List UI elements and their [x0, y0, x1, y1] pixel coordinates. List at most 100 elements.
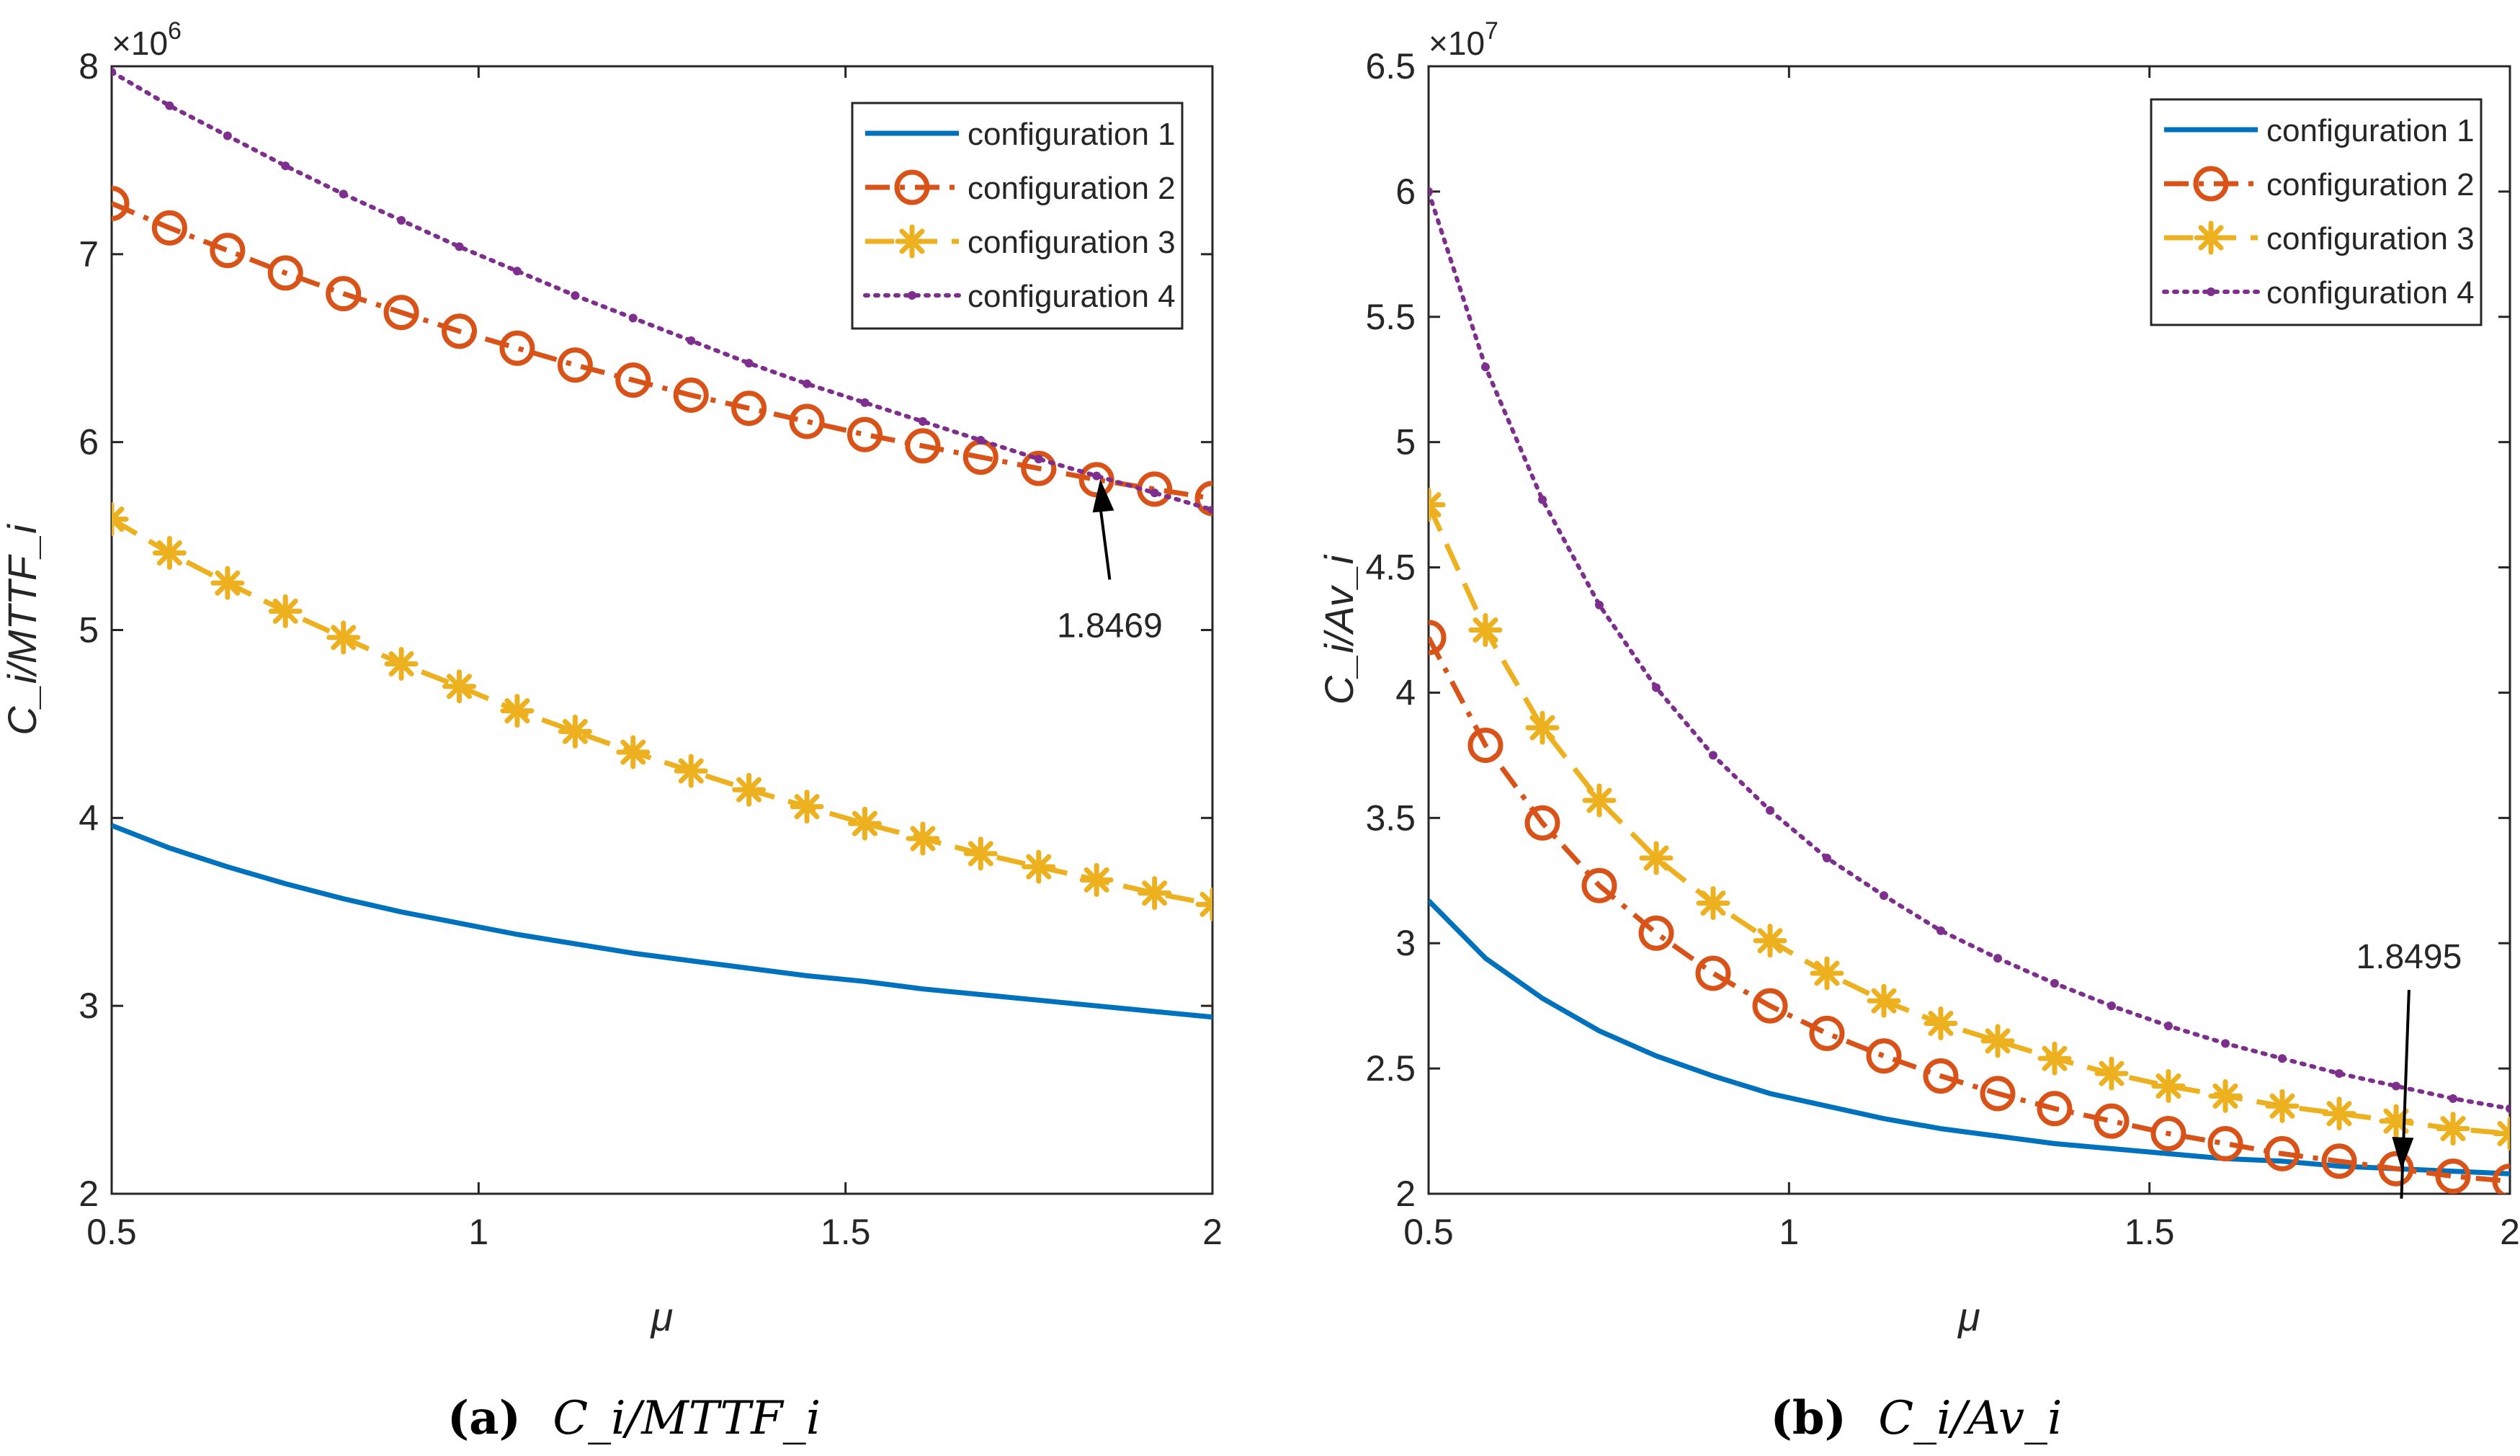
x-tick-label: 2 — [2500, 1212, 2520, 1252]
data-point — [1594, 600, 1604, 609]
legend-label: configuration 2 — [2266, 167, 2475, 202]
legend-marker — [908, 291, 916, 300]
x-axis-label: μ — [1957, 1294, 1980, 1339]
data-point — [963, 836, 998, 871]
series-line-2 — [1429, 636, 2510, 1184]
data-point — [112, 502, 129, 537]
data-point — [2208, 1078, 2243, 1113]
data-point — [326, 276, 362, 312]
data-point — [455, 242, 464, 251]
series-line-4 — [112, 69, 1212, 512]
data-point — [2379, 1104, 2413, 1138]
x-tick-label: 1 — [468, 1212, 488, 1252]
data-point — [210, 233, 246, 269]
data-point — [223, 131, 232, 140]
data-point — [2277, 1054, 2287, 1063]
data-point — [2151, 1068, 2186, 1103]
data-point — [906, 821, 940, 856]
legend-entry: configuration 1 — [2164, 113, 2475, 148]
data-point — [905, 428, 941, 464]
data-point — [731, 390, 767, 426]
data-point — [2321, 1143, 2357, 1179]
series-4 — [112, 67, 1212, 514]
data-point — [383, 295, 419, 331]
data-point — [1639, 841, 1674, 875]
data-point — [1429, 620, 1447, 656]
legend-label: configuration 3 — [968, 225, 1176, 260]
legend-marker — [2194, 220, 2228, 255]
data-point — [2107, 1001, 2117, 1011]
data-point — [2378, 1151, 2414, 1187]
panel-a-caption: (a) C_i/MTTF_i — [447, 1391, 821, 1445]
data-point — [790, 790, 824, 824]
x-tick-label: 0.5 — [1403, 1212, 1454, 1252]
data-point — [1524, 805, 1560, 841]
data-point — [2150, 1116, 2186, 1152]
annotation: 1.8469 — [1057, 479, 1163, 646]
annotation-label: 1.8495 — [2356, 938, 2462, 976]
y-tick-label: 4 — [1395, 672, 1416, 713]
data-point — [1753, 924, 1787, 958]
data-point — [1822, 853, 1831, 862]
panel-b-caption-math: C_i/Av_i — [1878, 1392, 2062, 1445]
data-point — [616, 735, 651, 769]
panel-a-caption-math: C_i/MTTF_i — [553, 1392, 821, 1445]
y-exponent-label: ×107 — [1429, 17, 1498, 62]
data-point — [1467, 727, 1503, 763]
data-point — [1936, 926, 1945, 935]
x-tick-label: 1.5 — [821, 1212, 871, 1252]
annotation-arrow-shaft — [1099, 504, 1112, 580]
data-point — [628, 313, 638, 323]
legend-marker — [2207, 287, 2215, 296]
series-line-4 — [1429, 189, 2510, 1111]
legend-entry: configuration 3 — [865, 224, 1176, 260]
legend-marker — [894, 169, 930, 205]
data-point — [732, 772, 767, 807]
y-tick-label: 6 — [1395, 171, 1416, 212]
series-2 — [112, 185, 1212, 517]
x-tick-label: 2 — [1202, 1212, 1223, 1252]
data-point — [112, 185, 130, 221]
data-point — [2264, 1135, 2300, 1171]
data-point — [1079, 862, 1114, 897]
y-tick-label: 5 — [79, 610, 99, 651]
panel-b-caption: (b) C_i/Av_i — [1771, 1391, 2063, 1445]
y-tick-label: 6.5 — [1365, 46, 1416, 86]
x-tick-label: 1.5 — [2124, 1212, 2175, 1252]
legend-entry: configuration 1 — [865, 117, 1176, 152]
series-2 — [1429, 620, 2510, 1194]
y-tick-label: 4 — [79, 798, 99, 838]
annotation-arrow-head — [1092, 479, 1114, 513]
legend-label: configuration 1 — [2266, 113, 2475, 148]
data-point — [2506, 1104, 2510, 1113]
data-point — [1752, 988, 1788, 1024]
y-axis-label: C_i/Av_i — [1316, 554, 1362, 705]
data-point — [1810, 956, 1844, 991]
x-axis-label: μ — [650, 1294, 674, 1339]
data-point — [558, 714, 592, 749]
series-1 — [1429, 898, 2510, 1176]
data-point — [397, 215, 406, 225]
legend-marker — [895, 224, 929, 259]
data-point — [1429, 488, 1446, 522]
data-point — [1866, 1038, 1902, 1074]
y-tick-label: 3 — [1395, 923, 1416, 963]
series-line-1 — [112, 823, 1212, 1020]
annotation: 1.8495 — [2356, 938, 2462, 1199]
data-point — [2050, 978, 2059, 988]
legend-entry: configuration 4 — [863, 279, 1176, 314]
data-point — [1638, 915, 1674, 951]
data-point — [210, 566, 245, 600]
data-point — [2493, 1117, 2510, 1151]
y-tick-label: 6 — [79, 422, 99, 463]
legend: configuration 1 configuration 2 configurat… — [2150, 98, 2483, 326]
y-exponent-label: ×106 — [112, 17, 182, 62]
legend-label: configuration 3 — [2266, 221, 2475, 256]
data-point — [1034, 455, 1043, 464]
data-point — [803, 379, 812, 388]
y-tick-label: 2 — [79, 1174, 99, 1214]
legend-label: configuration 1 — [968, 117, 1176, 152]
data-point — [1138, 876, 1172, 911]
data-point — [571, 291, 580, 300]
data-point — [976, 436, 986, 445]
